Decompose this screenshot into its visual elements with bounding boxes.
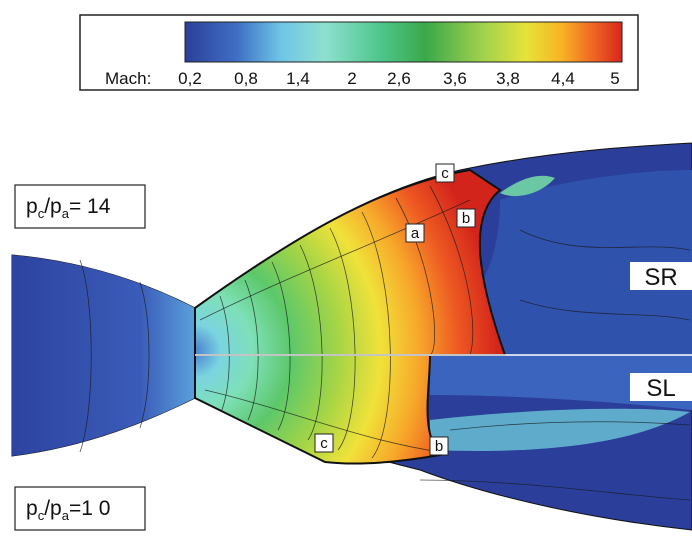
page: {"legend": {"label": "Mach:", "ticks": [… [0,0,692,558]
legend-label: Mach: [105,69,151,88]
colorbar [185,22,622,62]
plume-core-upper [195,170,505,355]
text-p: /p [44,497,62,520]
figure: Mach: 0,2 0,8 1,4 2 2,6 3,6 3,8 4,4 5 c a [0,0,692,558]
region-label: SR [644,264,677,291]
text-ratio: =1 0 [69,497,110,520]
tick-label: 0,8 [234,69,258,88]
text-p: p [26,497,38,520]
point-label: c [441,165,449,182]
tick-label: 4,4 [551,69,575,88]
point-label: c [320,435,328,452]
text-p: p [26,195,38,218]
tick-label: 2 [347,69,356,88]
tick-label: 2,6 [387,69,411,88]
tick-label: 5 [610,69,619,88]
tick-label: 1,4 [286,69,310,88]
point-label: a [411,225,420,242]
point-label: b [462,210,470,227]
nozzle [12,255,195,456]
tick-label: 3,6 [443,69,467,88]
tick-label: 0,2 [178,69,202,88]
text-ratio: = 14 [69,195,111,218]
text-p: /p [44,195,62,218]
point-label: b [435,438,443,455]
region-label: SL [646,375,675,402]
tick-label: 3,8 [496,69,520,88]
tick-labels: 0,2 0,8 1,4 2 2,6 3,6 3,8 4,4 5 [178,69,620,88]
